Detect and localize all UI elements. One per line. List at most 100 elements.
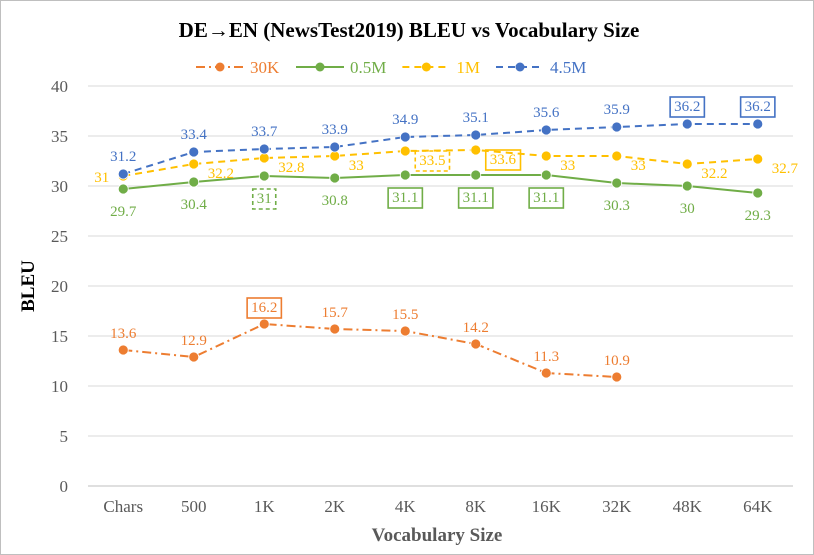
data-label: 30.3 [604, 198, 630, 214]
data-label: 32.2 [701, 166, 727, 182]
data-point [188, 146, 200, 158]
data-label: 33.9 [322, 122, 348, 138]
legend-marker [215, 62, 225, 72]
label-highlight-box [484, 149, 522, 171]
data-point [399, 169, 411, 181]
data-point [399, 131, 411, 143]
data-point [258, 152, 270, 164]
y-tick-label: 10 [51, 377, 68, 396]
x-tick-label: 1K [254, 497, 276, 516]
x-tick-label: Chars [103, 497, 143, 516]
y-tick-label: 30 [51, 177, 68, 196]
data-point [470, 169, 482, 181]
data-point [540, 169, 552, 181]
data-label: 13.6 [110, 326, 137, 342]
data-label: 31.1 [533, 190, 559, 206]
data-point [117, 168, 129, 180]
legend-label: 1M [456, 58, 480, 77]
label-highlight-box [457, 187, 494, 209]
series-line [123, 148, 758, 177]
series-30K: 13.6 12.9 16.2 15.7 15.5 14.2 11.3 10.9 [110, 297, 630, 383]
data-label: 33.6 [490, 152, 517, 168]
data-label: 15.5 [392, 307, 418, 323]
y-tick-label: 0 [60, 477, 69, 496]
label-highlight-box [739, 96, 776, 118]
data-label: 31.1 [392, 190, 418, 206]
data-label: 31.1 [463, 190, 489, 206]
data-point [540, 367, 552, 379]
y-tick-label: 35 [51, 127, 68, 146]
x-tick-label: 16K [532, 497, 562, 516]
y-tick-label: 5 [60, 427, 69, 446]
legend-item: 1M [402, 58, 480, 77]
data-point [611, 371, 623, 383]
x-tick-label: 48K [673, 497, 703, 516]
data-point [329, 172, 341, 184]
data-point [329, 323, 341, 335]
data-label: 33 [631, 158, 646, 174]
series-line [123, 174, 758, 194]
series-1M: 31 32.2 32.8 33 33.5 33.6 33 33 32.2 32.7 [94, 144, 799, 186]
data-point [188, 351, 200, 363]
data-point [188, 176, 200, 188]
legend-item: 4.5M [496, 58, 586, 77]
legend: 30K 0.5M 1M 4.5M [196, 58, 586, 77]
label-highlight-box [387, 187, 424, 209]
legend-marker [315, 62, 325, 72]
legend-marker [421, 62, 431, 72]
data-point [470, 144, 482, 156]
data-label: 10.9 [604, 353, 630, 369]
series-0-5M: 29.7 30.4 31 30.8 31.1 31.1 31.1 30.3 30 29.3 [110, 169, 771, 224]
data-label: 32.8 [278, 160, 304, 176]
x-axis-ticks: Chars 500 1K 2K 4K 8K 16K 32K 48K 64K [103, 497, 773, 516]
series-line [123, 123, 758, 175]
data-point [329, 141, 341, 153]
y-tick-label: 20 [51, 277, 68, 296]
data-point [117, 344, 129, 356]
data-label: 29.7 [110, 204, 137, 220]
data-label: 31 [94, 170, 109, 186]
data-label: 14.2 [463, 320, 489, 336]
data-point [188, 158, 200, 170]
x-tick-label: 4K [395, 497, 417, 516]
data-point [258, 318, 270, 330]
series-line [123, 322, 617, 378]
data-point [399, 325, 411, 337]
data-point [681, 158, 693, 170]
data-label: 16.2 [251, 300, 277, 316]
legend-marker [515, 62, 525, 72]
legend-item: 30K [196, 58, 280, 77]
legend-label: 30K [250, 58, 280, 77]
data-label: 30.8 [322, 193, 348, 209]
label-highlight-box [669, 96, 706, 118]
data-label: 33 [560, 158, 575, 174]
label-highlight-box [246, 297, 283, 319]
data-label: 35.6 [533, 105, 560, 121]
label-highlight-box [414, 150, 451, 172]
data-label: 32.2 [208, 166, 234, 182]
data-point [470, 338, 482, 350]
data-label: 12.9 [181, 333, 207, 349]
data-label: 36.2 [745, 99, 771, 115]
y-tick-label: 15 [51, 327, 68, 346]
data-label: 33.5 [419, 153, 445, 169]
data-label: 15.7 [322, 305, 349, 321]
y-tick-label: 25 [51, 227, 68, 246]
data-label: 36.2 [674, 99, 700, 115]
data-point [258, 170, 270, 182]
data-label: 31.2 [110, 149, 136, 165]
data-label: 35.1 [463, 110, 489, 126]
data-label: 11.3 [533, 349, 559, 365]
data-point [540, 150, 552, 162]
x-tick-label: 8K [465, 497, 487, 516]
x-axis-title: Vocabulary Size [372, 525, 503, 546]
gridlines [88, 85, 793, 487]
data-label: 30 [680, 201, 695, 217]
y-tick-label: 40 [51, 77, 68, 96]
data-point [681, 118, 693, 130]
data-label: 29.3 [745, 208, 771, 224]
data-point [470, 129, 482, 141]
series-group: 13.6 12.9 16.2 15.7 15.5 14.2 11.3 10.9 29.7 30.4… [94, 96, 799, 383]
